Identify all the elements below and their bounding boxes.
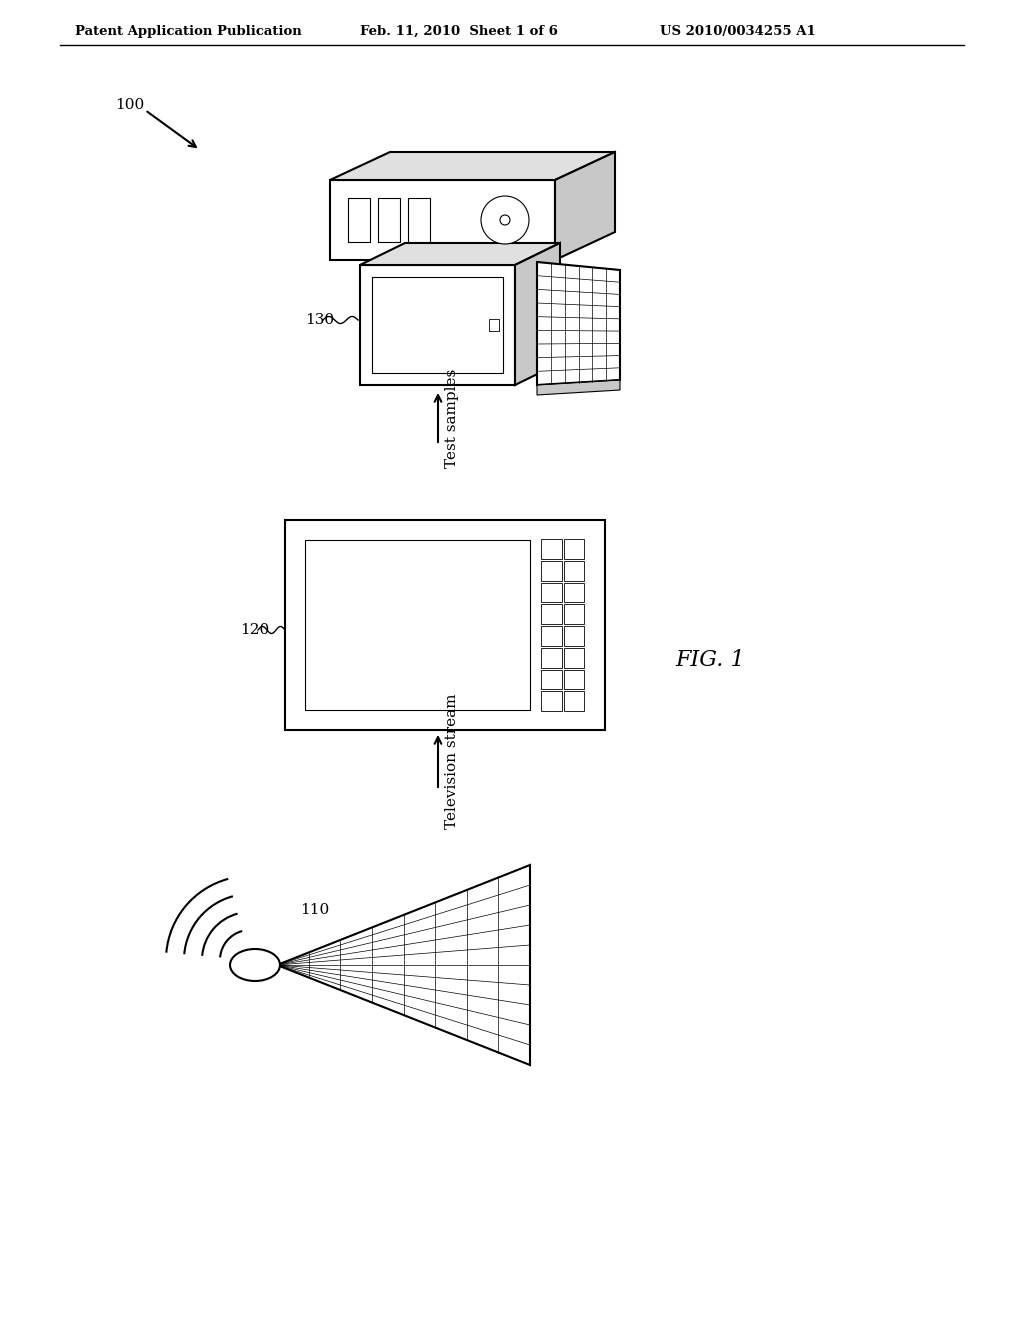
Polygon shape [330, 152, 615, 180]
Bar [541, 669, 561, 689]
Polygon shape [360, 243, 560, 265]
Circle shape [481, 195, 529, 244]
Bar [489, 319, 499, 331]
Polygon shape [348, 198, 370, 242]
Polygon shape [537, 261, 620, 385]
Text: 110: 110 [300, 903, 330, 917]
Bar [563, 582, 584, 602]
Polygon shape [285, 520, 605, 730]
Bar [541, 582, 561, 602]
Polygon shape [555, 152, 615, 260]
Text: Patent Application Publication: Patent Application Publication [75, 25, 302, 38]
Circle shape [500, 215, 510, 224]
Ellipse shape [230, 949, 280, 981]
Text: Television stream: Television stream [445, 693, 459, 829]
Bar [563, 692, 584, 711]
Bar [563, 605, 584, 624]
Polygon shape [330, 180, 555, 260]
Text: FIG. 1: FIG. 1 [675, 649, 744, 671]
Bar [541, 561, 561, 581]
Text: US 2010/0034255 A1: US 2010/0034255 A1 [660, 25, 816, 38]
Text: 130: 130 [305, 313, 334, 327]
Bar [541, 605, 561, 624]
Polygon shape [408, 198, 430, 242]
Bar [563, 626, 584, 645]
Bar [541, 626, 561, 645]
Bar [563, 539, 584, 558]
Text: 100: 100 [115, 98, 144, 112]
Bar [541, 648, 561, 668]
Text: Test samples: Test samples [445, 368, 459, 467]
Polygon shape [378, 198, 400, 242]
Polygon shape [515, 243, 560, 385]
Bar [541, 692, 561, 711]
Bar [563, 669, 584, 689]
Polygon shape [305, 540, 530, 710]
Polygon shape [372, 277, 503, 374]
Text: Feb. 11, 2010  Sheet 1 of 6: Feb. 11, 2010 Sheet 1 of 6 [360, 25, 558, 38]
Bar [563, 561, 584, 581]
Polygon shape [537, 380, 620, 395]
Polygon shape [360, 265, 515, 385]
Bar [563, 648, 584, 668]
Bar [541, 539, 561, 558]
Text: 120: 120 [240, 623, 269, 638]
